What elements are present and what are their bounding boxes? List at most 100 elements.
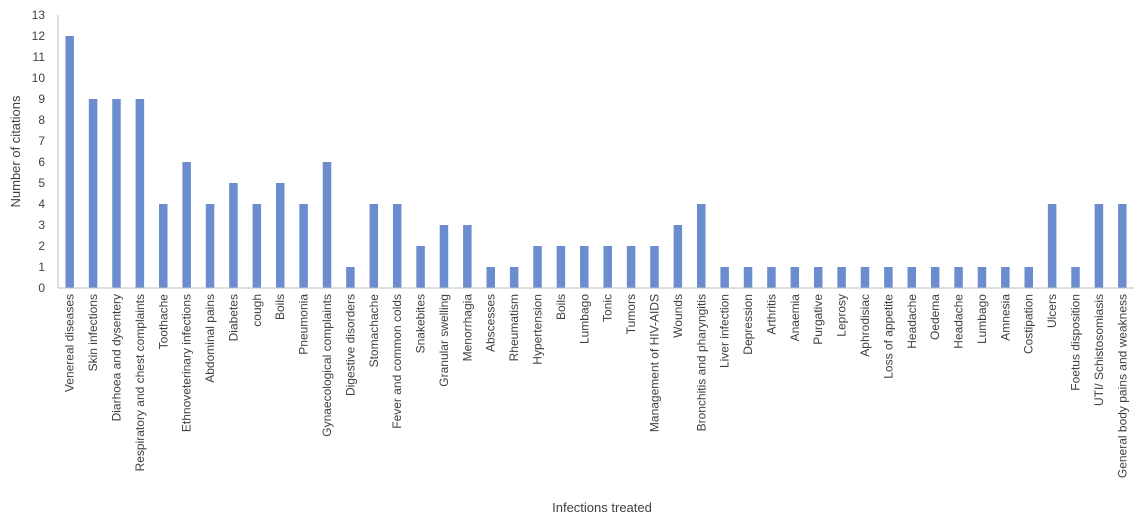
x-tick-label: Anaemia <box>788 294 802 342</box>
bar <box>650 246 659 288</box>
x-tick-label: Digestive disorders <box>343 294 357 396</box>
bar <box>65 36 74 288</box>
bar <box>813 267 823 288</box>
x-tick-label: Gynaecological complaints <box>320 294 334 437</box>
x-tick-label: Arthritis <box>764 294 778 335</box>
y-tick-label: 3 <box>38 218 45 232</box>
bar <box>1118 204 1127 288</box>
bar <box>580 246 589 288</box>
bar <box>205 204 215 288</box>
x-tick-label: Purgative <box>811 294 825 345</box>
y-tick-label: 2 <box>38 239 45 253</box>
x-axis-ticks: Venereal diseases Skin infections Diarhoea… <box>63 294 1130 478</box>
x-tick-label: Stomachache <box>367 294 381 368</box>
bar <box>159 204 168 288</box>
bar <box>252 204 262 288</box>
bar <box>88 99 98 288</box>
bar <box>673 225 683 288</box>
bar <box>182 162 191 288</box>
bar <box>720 267 729 288</box>
x-tick-label: Boils <box>273 294 287 320</box>
x-tick-label: Lumbago <box>975 294 989 344</box>
bar <box>954 267 963 288</box>
x-tick-label: Foetus disposition <box>1069 294 1083 391</box>
x-tick-label: UTI/ Schistosomiasis <box>1092 294 1106 406</box>
bar <box>697 204 706 288</box>
x-tick-label: Tumors <box>624 294 638 334</box>
y-tick-label: 4 <box>38 197 45 211</box>
y-tick-label: 5 <box>38 176 45 190</box>
bar <box>860 267 870 288</box>
x-tick-label: Ethnoveterinary infections <box>180 294 194 432</box>
x-tick-label: Toothache <box>156 294 170 350</box>
y-tick-label: 6 <box>38 155 45 169</box>
x-tick-label: Aphrodisiac <box>858 294 872 357</box>
bar <box>790 267 800 288</box>
y-tick-label: 8 <box>38 113 45 127</box>
x-tick-label: Headache <box>905 294 919 349</box>
bar <box>556 246 566 288</box>
x-tick-label: Snakebites <box>414 294 428 353</box>
x-tick-label: Fever and common colds <box>390 294 404 429</box>
x-tick-label: Boils <box>554 294 568 320</box>
x-tick-label: Hypertension <box>531 294 545 365</box>
y-tick-label: 7 <box>38 134 45 148</box>
x-tick-label: Loss of appetite <box>881 294 895 379</box>
x-tick-label: Menorrhagia <box>460 294 474 362</box>
x-tick-label: General body pains and weakness <box>1115 294 1129 478</box>
bar <box>1001 267 1010 288</box>
bar <box>1071 267 1080 288</box>
bar <box>767 267 776 288</box>
x-tick-label: Granular swelling <box>437 294 451 387</box>
x-tick-label: Wounds <box>671 294 685 338</box>
bar <box>112 99 121 288</box>
x-axis-title: Infections treated <box>552 500 652 515</box>
y-tick-label: 1 <box>38 260 45 274</box>
x-tick-label: Depression <box>741 294 755 355</box>
bar <box>439 225 449 288</box>
bar <box>299 204 308 288</box>
x-tick-label: Lumbago <box>577 294 591 344</box>
y-axis-title: Number of citations <box>8 95 23 207</box>
bar <box>626 246 636 288</box>
bar <box>463 225 472 288</box>
bar <box>1047 204 1057 288</box>
bar <box>229 183 238 288</box>
y-tick-label: 11 <box>33 50 46 64</box>
x-tick-label: Bronchitis and pharyngitis <box>694 294 708 431</box>
x-tick-label: Venereal diseases <box>63 294 77 392</box>
x-tick-label: Ulcers <box>1045 294 1059 328</box>
x-tick-label: Skin infections <box>86 294 100 371</box>
x-tick-label: Diabetes <box>226 294 240 341</box>
bar <box>322 162 332 288</box>
bar <box>509 267 519 288</box>
bar <box>884 267 893 288</box>
bar <box>930 267 940 288</box>
bar <box>533 246 542 288</box>
x-tick-label: Tonic <box>601 294 615 322</box>
bar <box>1094 204 1104 288</box>
bar <box>907 267 917 288</box>
x-tick-label: Amnesia <box>998 294 1012 341</box>
x-tick-label: Liver infection <box>718 294 732 368</box>
y-tick-label: 12 <box>32 29 46 43</box>
x-tick-label: Diarhoea and dysentery <box>109 294 123 421</box>
bar <box>416 246 425 288</box>
bar <box>837 267 846 288</box>
x-tick-label: Leprosy <box>835 294 849 337</box>
y-tick-label: 13 <box>32 8 46 22</box>
x-tick-label: Respiratory and chest complaints <box>133 294 147 471</box>
x-tick-label: Abdominal pains <box>203 294 217 383</box>
x-tick-label: Abscesses <box>484 294 498 352</box>
bar <box>743 267 753 288</box>
y-tick-label: 9 <box>38 92 45 106</box>
bar <box>275 183 285 288</box>
bar <box>392 204 402 288</box>
bar <box>369 204 379 288</box>
bar <box>135 99 145 288</box>
x-tick-label: Costipation <box>1022 294 1036 354</box>
bar <box>486 267 495 288</box>
x-tick-label: Pneumonia <box>297 294 311 355</box>
